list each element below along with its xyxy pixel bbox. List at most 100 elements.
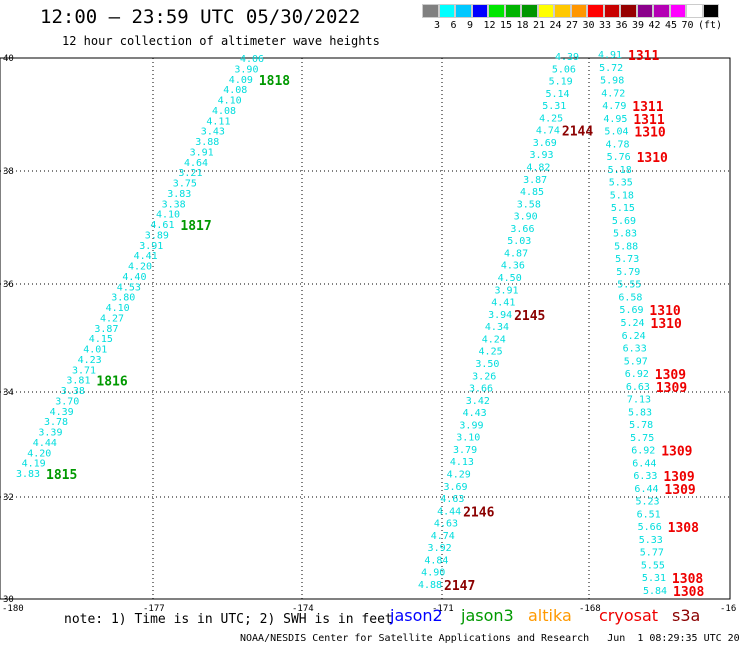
units-note: note: 1) Time is in UTC; 2) SWH is in fe… <box>64 612 393 627</box>
color-scale-label: 18 <box>516 20 529 31</box>
lon-tick-label: -174 <box>292 604 314 614</box>
pass-label: 1817 <box>180 219 211 234</box>
wave-height-value: 4.95 <box>603 114 627 125</box>
wave-height-value: 5.18 <box>610 190 634 201</box>
wave-height-value: 5.23 <box>636 497 660 508</box>
wave-height-value: 3.94 <box>488 310 512 321</box>
color-swatch <box>488 4 505 18</box>
wave-height-value: 5.69 <box>619 305 643 316</box>
wave-height-value: 3.81 <box>66 376 90 387</box>
wave-height-value: 5.55 <box>617 280 641 291</box>
pass-label: 1815 <box>46 468 77 483</box>
pass-label: 1310 <box>649 304 680 319</box>
color-swatch <box>455 4 472 18</box>
wave-height-value: 5.35 <box>609 178 633 189</box>
lon-tick-label: -16 <box>720 604 736 614</box>
wave-height-value: 3.90 <box>514 212 538 223</box>
wave-height-value: 4.08 <box>223 85 247 96</box>
wave-height-value: 6.33 <box>633 471 657 482</box>
color-scale-label: 36 <box>615 20 628 31</box>
wave-height-value: 4.50 <box>498 273 522 284</box>
wave-height-value: 4.27 <box>100 313 124 324</box>
wave-height-value: 5.76 <box>607 152 631 163</box>
wave-height-value: 5.98 <box>600 76 624 87</box>
color-scale-bar <box>422 4 719 18</box>
wave-height-value: 5.33 <box>639 535 663 546</box>
wave-height-value: 6.44 <box>632 458 656 469</box>
wave-height-value: 5.97 <box>624 356 648 367</box>
legend-jason3: jason3 <box>461 606 514 625</box>
wave-height-value: 3.83 <box>16 469 40 480</box>
color-scale-label: 6 <box>450 20 457 31</box>
lat-tick-label: 36 <box>3 280 14 290</box>
plot-frame <box>0 57 731 600</box>
wave-height-value: 4.10 <box>106 303 130 314</box>
wave-height-value: 3.50 <box>475 359 499 370</box>
pass-label: 2145 <box>514 309 545 324</box>
wave-height-value: 5.88 <box>614 241 638 252</box>
pass-label: 1309 <box>661 445 692 460</box>
wave-height-value: 5.75 <box>630 433 654 444</box>
wave-height-value: 6.92 <box>625 369 649 380</box>
wave-height-value: 5.79 <box>616 267 640 278</box>
wave-height-value: 4.61 <box>150 220 174 231</box>
color-swatch <box>521 4 538 18</box>
wave-height-value: 5.31 <box>542 101 566 112</box>
pass-label: 1311 <box>632 100 663 115</box>
wave-height-value: 4.74 <box>536 126 560 137</box>
lon-tick-label: -171 <box>432 604 454 614</box>
wave-height-value: 3.69 <box>443 482 467 493</box>
wave-height-value: 6.63 <box>626 382 650 393</box>
pass-label: 1309 <box>656 381 687 396</box>
pass-label: 1311 <box>628 49 659 64</box>
wave-height-value: 4.44 <box>437 506 461 517</box>
color-scale-label: 70 <box>681 20 694 31</box>
wave-height-value: 5.31 <box>642 573 666 584</box>
lon-tick-label: -177 <box>143 604 165 614</box>
wave-height-value: 5.03 <box>507 236 531 247</box>
pass-label: 1311 <box>633 113 664 128</box>
wave-height-value: 3.80 <box>111 293 135 304</box>
chart-title: 12:00 – 23:59 UTC 05/30/2022 <box>40 6 361 28</box>
color-scale-label: 12 <box>483 20 496 31</box>
wave-height-value: 3.71 <box>72 365 96 376</box>
wave-height-value: 5.84 <box>643 586 667 597</box>
wave-height-value: 4.63 <box>434 519 458 530</box>
wave-height-value: 4.34 <box>485 322 509 333</box>
wave-height-value: 3.87 <box>94 324 118 335</box>
pass-label: 1309 <box>664 483 695 498</box>
legend-cryosat: cryosat <box>599 606 659 625</box>
wave-height-value: 4.01 <box>83 345 107 356</box>
wave-height-value: 3.66 <box>469 384 493 395</box>
color-scale-label: (ft) <box>698 20 723 31</box>
color-swatch <box>438 4 455 18</box>
wave-height-value: 5.72 <box>599 63 623 74</box>
wave-height-value: 4.20 <box>128 262 152 273</box>
wave-height-value: 4.11 <box>206 116 230 127</box>
wave-height-value: 3.39 <box>38 428 62 439</box>
pass-label: 2147 <box>444 579 475 594</box>
wave-height-value: 4.40 <box>122 272 146 283</box>
lat-tick-label: 30 <box>3 595 14 605</box>
pass-label: 2146 <box>463 505 494 520</box>
color-swatch <box>686 4 703 18</box>
wave-height-value: 4.88 <box>418 580 442 591</box>
wave-height-value: 6.92 <box>631 446 655 457</box>
color-scale-label: 45 <box>665 20 678 31</box>
wave-height-value: 3.38 <box>61 386 85 397</box>
wave-height-values: 4.063.904.094.084.104.084.113.433.883.91… <box>16 50 667 597</box>
color-swatch <box>636 4 653 18</box>
wave-height-value: 4.23 <box>78 355 102 366</box>
wave-height-value: 5.69 <box>612 216 636 227</box>
color-scale-label: 30 <box>582 20 595 31</box>
wave-height-value: 4.20 <box>27 448 51 459</box>
wave-height-value: 3.26 <box>472 371 496 382</box>
color-swatch <box>554 4 571 18</box>
wave-height-value: 3.10 <box>456 433 480 444</box>
graticule-grid <box>0 57 731 600</box>
wave-height-value: 6.58 <box>618 292 642 303</box>
wave-height-value: 4.91 <box>598 50 622 61</box>
color-scale-label: 15 <box>500 20 513 31</box>
wave-height-value: 5.19 <box>549 77 573 88</box>
